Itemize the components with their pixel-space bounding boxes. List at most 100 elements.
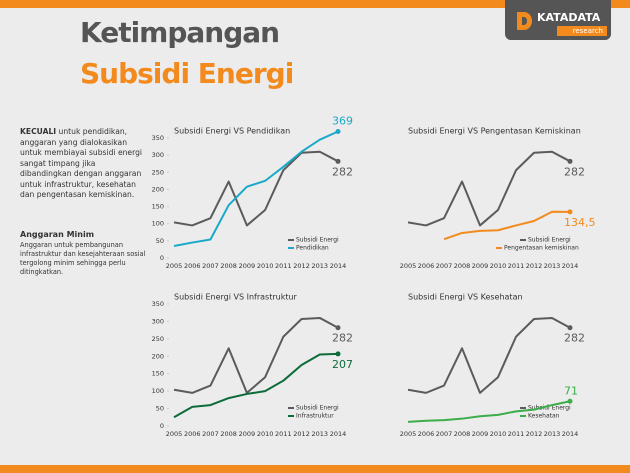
legend-label: Subsidi Energi <box>296 405 339 412</box>
bottom-bar <box>0 465 630 473</box>
x-tick-label: 2014 <box>330 430 347 438</box>
data-line <box>173 130 339 247</box>
y-tick-label: 50 <box>156 237 164 245</box>
x-tick-label: 2006 <box>184 262 201 270</box>
legend-label: Pengentasan kemiskinan <box>504 245 579 252</box>
chart-title: Subsidi Energi VS Infrastruktur <box>174 293 298 302</box>
end-dot <box>335 351 341 357</box>
legend-label: Subsidi Energi <box>296 237 339 244</box>
data-label: 282 <box>564 332 585 345</box>
x-tick-label: 2010 <box>490 262 507 270</box>
data-label: 282 <box>564 165 585 178</box>
top-bar <box>0 0 630 8</box>
x-tick-label: 2011 <box>275 430 292 438</box>
x-tick-label: 2014 <box>562 262 579 270</box>
data-line <box>173 316 339 394</box>
x-tick-label: 2009 <box>472 430 489 438</box>
data-line <box>173 150 339 227</box>
legend-label: Subsidi Energi <box>528 237 571 244</box>
x-tick-label: 2014 <box>330 262 347 270</box>
title: Ketimpangan <box>80 16 280 49</box>
x-tick-label: 2012 <box>526 430 543 438</box>
x-tick-label: 2012 <box>293 262 310 270</box>
chart-title: Subsidi Energi VS Pengentasan Kemiskinan <box>408 127 581 136</box>
x-tick-label: 2010 <box>257 262 274 270</box>
data-label: 207 <box>332 358 353 371</box>
data-line <box>407 400 571 423</box>
intro: KECUALI untuk pendidikan, anggaran yang … <box>20 127 148 201</box>
logo-icon <box>517 12 532 30</box>
chart-title: Subsidi Energi VS Kesehatan <box>408 293 523 302</box>
y-tick-label: 350 <box>152 134 164 142</box>
end-dot <box>335 325 341 331</box>
y-tick-label: 250 <box>152 168 164 176</box>
data-line <box>443 210 571 241</box>
x-tick-label: 2005 <box>400 430 417 438</box>
x-tick-label: 2009 <box>239 262 256 270</box>
data-label: 282 <box>332 332 353 345</box>
data-label: 134,5 <box>564 216 596 229</box>
x-tick-label: 2011 <box>508 262 525 270</box>
section-text: Anggaran untuk pembangunan infrastruktur… <box>20 241 146 276</box>
x-tick-label: 2011 <box>508 430 525 438</box>
data-line <box>173 352 339 419</box>
end-dot <box>567 325 573 331</box>
intro-lead: KECUALI <box>20 127 57 136</box>
x-tick-label: 2007 <box>202 430 219 438</box>
x-tick-label: 2008 <box>454 262 471 270</box>
x-tick-label: 2006 <box>418 262 435 270</box>
y-tick-label: 250 <box>152 335 164 343</box>
y-tick-label: 150 <box>152 203 164 211</box>
section: Anggaran Minim Anggaran untuk pembangunan… <box>20 230 148 277</box>
y-tick-label: 50 <box>156 405 164 413</box>
y-tick-label: 0 <box>160 422 164 430</box>
legend-label: Kesehatan <box>528 413 560 420</box>
x-tick-label: 2007 <box>436 430 453 438</box>
x-tick-label: 2011 <box>275 262 292 270</box>
end-dot <box>567 398 573 404</box>
end-dot <box>335 128 341 134</box>
x-tick-label: 2010 <box>257 430 274 438</box>
x-tick-label: 2009 <box>239 430 256 438</box>
data-label: 71 <box>564 384 578 397</box>
y-tick-label: 350 <box>152 300 164 308</box>
y-tick-label: 0 <box>160 254 164 262</box>
data-line <box>407 150 571 227</box>
legend-label: Pendidikan <box>296 245 329 252</box>
intro-text: untuk pendidikan, anggaran yang dialokas… <box>20 127 143 199</box>
legend-label: Infrastruktur <box>296 413 334 420</box>
x-tick-label: 2010 <box>490 430 507 438</box>
x-tick-label: 2007 <box>202 262 219 270</box>
x-tick-label: 2007 <box>436 262 453 270</box>
y-tick-label: 100 <box>152 387 164 395</box>
subtitle: Subsidi Energi <box>80 57 294 90</box>
legend-label: Subsidi Energi <box>528 405 571 412</box>
chart-title: Subsidi Energi VS Pendidikan <box>174 127 290 136</box>
section-heading: Anggaran Minim <box>20 230 95 239</box>
x-tick-label: 2005 <box>166 262 183 270</box>
x-tick-label: 2005 <box>166 430 183 438</box>
x-tick-label: 2008 <box>220 430 237 438</box>
end-dot <box>567 158 573 164</box>
y-tick-label: 200 <box>152 185 164 193</box>
logo-tag: research <box>557 26 607 36</box>
x-tick-label: 2012 <box>293 430 310 438</box>
x-tick-label: 2006 <box>184 430 201 438</box>
logo-name: KATADATA <box>537 11 601 24</box>
x-tick-label: 2009 <box>472 262 489 270</box>
data-label: 282 <box>332 165 353 178</box>
y-tick-label: 200 <box>152 352 164 360</box>
y-tick-label: 300 <box>152 151 164 159</box>
x-tick-label: 2013 <box>544 262 561 270</box>
x-tick-label: 2006 <box>418 430 435 438</box>
x-tick-label: 2012 <box>526 262 543 270</box>
x-tick-label: 2008 <box>220 262 237 270</box>
logo: KATADATA research <box>505 0 611 40</box>
data-line <box>407 316 571 394</box>
x-tick-label: 2013 <box>544 430 561 438</box>
x-tick-label: 2013 <box>312 430 329 438</box>
x-tick-label: 2005 <box>400 262 417 270</box>
data-label: 369 <box>332 114 353 127</box>
